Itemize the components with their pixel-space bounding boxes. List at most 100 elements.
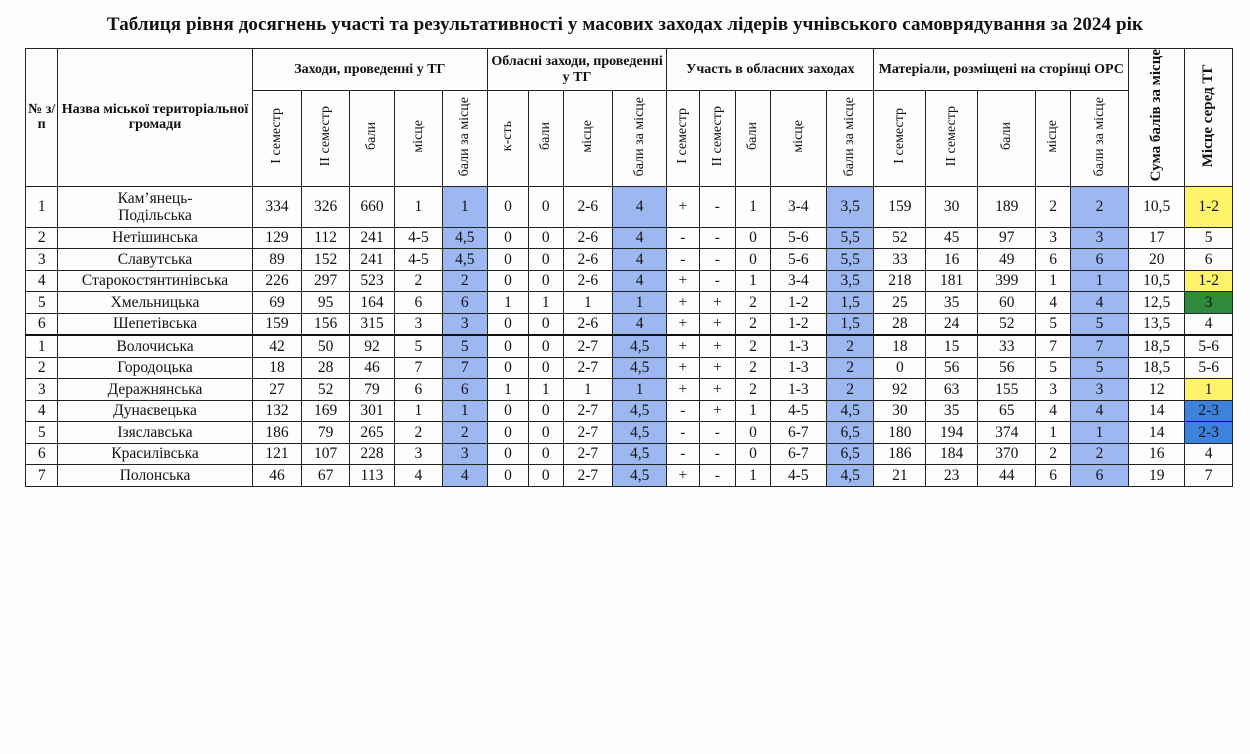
subheader-cell: місце	[394, 90, 443, 187]
table-cell: 1	[394, 185, 443, 228]
table-cell: 63	[925, 378, 979, 401]
table-cell: 0	[527, 312, 564, 336]
results-table: № з/п Назва міської територіальної грома…	[24, 47, 1233, 487]
table-cell: -	[698, 442, 737, 466]
table-cell: 186	[251, 421, 303, 444]
row-number: 7	[24, 464, 59, 487]
subheader-cell: II семестр	[698, 90, 737, 187]
table-cell: 241	[348, 248, 396, 271]
table-cell: 56	[977, 356, 1037, 380]
table-cell: 1	[735, 185, 771, 228]
table-cell: 2-6	[562, 312, 614, 336]
table-row: 1 Волочиська 42 50 92 5 5 0 0 2-7 4,5 + +2 1-3 2 18 15 33…	[24, 334, 1233, 358]
table-cell: 0	[486, 226, 529, 250]
table-cell: 4,5	[612, 334, 668, 358]
table-cell: 60	[977, 291, 1037, 314]
table-cell: 21	[873, 464, 927, 487]
community-name: Славутська	[57, 248, 253, 271]
table-cell: 399	[977, 269, 1037, 293]
community-name: Ізяславська	[57, 421, 253, 444]
table-cell: 46	[348, 356, 396, 380]
table-cell: 1,5	[825, 312, 875, 336]
table-cell: 4	[612, 312, 668, 336]
table-cell: +	[666, 312, 700, 336]
table-cell: 181	[925, 269, 979, 293]
table-cell: 33	[977, 334, 1037, 358]
table-cell: 1	[486, 378, 529, 401]
rank-cell: 2-3	[1184, 421, 1233, 444]
rank-cell: 4	[1184, 312, 1233, 336]
table-cell: 0	[486, 248, 529, 271]
table-cell: 3	[441, 312, 488, 336]
table-cell: 7	[1035, 334, 1071, 358]
table-cell: 45	[925, 226, 979, 250]
table-cell: 4,5	[825, 464, 875, 487]
rank-cell: 7	[1184, 464, 1233, 487]
total-cell: 10,5	[1128, 269, 1186, 293]
table-cell: 3	[1035, 378, 1071, 401]
table-cell: 132	[251, 399, 303, 423]
table-cell: 1	[1035, 421, 1071, 444]
rank-cell: 6	[1184, 248, 1233, 271]
table-cell: 1	[441, 399, 488, 423]
table-cell: 2	[735, 356, 771, 380]
table-cell: 5	[1035, 356, 1071, 380]
table-cell: +	[666, 356, 700, 380]
table-cell: 1-3	[769, 334, 827, 358]
table-cell: 4	[1069, 291, 1130, 314]
subheader-cell: місце	[1035, 90, 1071, 187]
table-cell: -	[698, 226, 737, 250]
table-cell: 0	[527, 442, 564, 466]
table-cell: 0	[527, 464, 564, 487]
subheader-cell: місце	[769, 90, 827, 187]
total-cell: 18,5	[1128, 356, 1186, 380]
total-cell: 20	[1128, 248, 1186, 271]
table-cell: 2-7	[562, 421, 614, 444]
table-cell: 23	[925, 464, 979, 487]
table-cell: 4	[441, 464, 488, 487]
table-cell: 0	[486, 269, 529, 293]
table-cell: 28	[301, 356, 350, 380]
table-cell: 2	[1069, 185, 1130, 228]
table-cell: 3-4	[769, 269, 827, 293]
table-cell: 1-2	[769, 291, 827, 314]
total-cell: 14	[1128, 421, 1186, 444]
table-cell: 113	[348, 464, 396, 487]
table-cell: 660	[348, 185, 396, 228]
subheader-cell: бали	[527, 90, 564, 187]
table-cell: 92	[873, 378, 927, 401]
table-cell: 4	[612, 226, 668, 250]
table-cell: 3	[394, 442, 443, 466]
table-cell: 7	[1069, 334, 1130, 358]
table-cell: 2-7	[562, 334, 614, 358]
table-cell: 218	[873, 269, 927, 293]
table-cell: 4-5	[394, 226, 443, 250]
row-number: 3	[24, 248, 59, 271]
subheader-cell: бали	[735, 90, 771, 187]
rank-cell: 4	[1184, 442, 1233, 466]
table-cell: 3	[394, 312, 443, 336]
table-cell: 2-6	[562, 269, 614, 293]
table-cell: -	[666, 442, 700, 466]
table-row: 2 Городоцька 18 28 46 7 7 0 0 2-7 4,5 + +2 1-3 2 0 56 56 5…	[24, 356, 1233, 380]
table-cell: 265	[348, 421, 396, 444]
table-cell: 92	[348, 334, 396, 358]
subheader-cell: I семестр	[251, 90, 303, 187]
table-cell: 1-3	[769, 378, 827, 401]
row-number: 5	[24, 291, 59, 314]
table-cell: 0	[486, 334, 529, 358]
table-cell: 30	[925, 185, 979, 228]
table-cell: +	[666, 464, 700, 487]
table-cell: 301	[348, 399, 396, 423]
total-cell: 16	[1128, 442, 1186, 466]
table-cell: 1	[1069, 269, 1130, 293]
table-cell: 95	[301, 291, 350, 314]
table-cell: 164	[348, 291, 396, 314]
header-materials-posted: Матеріали, розміщені на сторінці ОРС	[873, 47, 1130, 92]
table-cell: 3	[1069, 378, 1130, 401]
table-cell: 89	[251, 248, 303, 271]
table-cell: 52	[977, 312, 1037, 336]
table-cell: 4,5	[441, 226, 488, 250]
table-cell: 1	[735, 464, 771, 487]
table-cell: +	[698, 356, 737, 380]
